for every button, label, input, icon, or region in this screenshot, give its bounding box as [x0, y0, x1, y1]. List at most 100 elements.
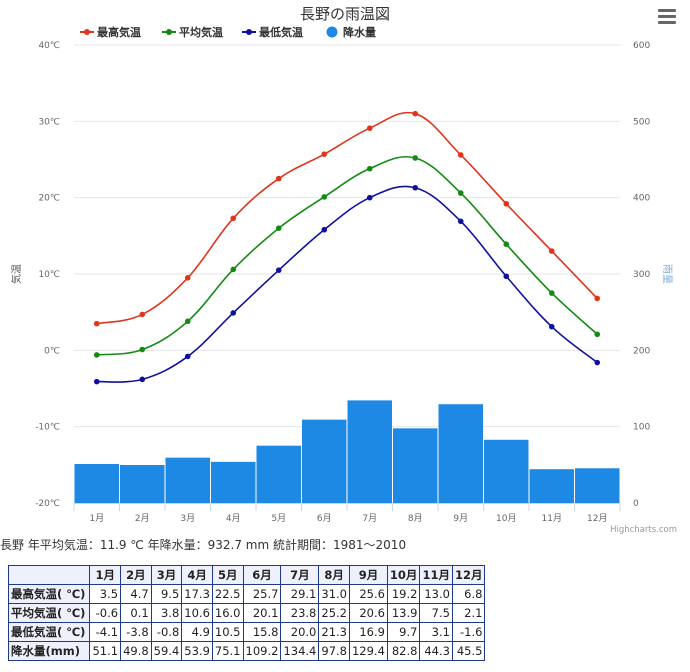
table-row-label: 降水量(mm) — [7, 641, 91, 661]
table-row: 最低気温( ℃) -4.1 -3.8 -0.8 4.9 10.5 15.8 20.0 21.3 1… — [7, 622, 486, 642]
data-point — [412, 184, 419, 191]
table-month-header: 9月 — [348, 565, 388, 585]
y-right-tick-label: 500 — [633, 117, 650, 127]
y-right-axis-title: 雨量 — [661, 264, 673, 284]
table-cell: 75.1 — [211, 641, 244, 661]
table-cell: 9.7 — [386, 622, 421, 642]
table-cell: 3.8 — [150, 603, 183, 623]
table-cell: 53.9 — [181, 641, 213, 661]
table-cell: 6.8 — [451, 584, 486, 604]
table-cell: 25.2 — [318, 603, 350, 623]
legend-item-label[interactable]: 最低気温 — [259, 25, 303, 39]
y-left-tick-label: -20℃ — [35, 499, 60, 509]
table-cell: 23.8 — [280, 603, 320, 623]
table-month-header: 1月 — [89, 565, 122, 585]
data-point — [139, 346, 146, 353]
table-month-header: 10月 — [386, 565, 421, 585]
precipitation-bar — [347, 400, 392, 503]
table-cell: 15.8 — [242, 622, 282, 642]
table-cell: 134.4 — [280, 641, 320, 661]
hamburger-menu-icon[interactable] — [656, 6, 678, 26]
data-point — [594, 331, 601, 338]
legend-symbol-marker — [84, 29, 90, 35]
data-point — [366, 125, 373, 132]
table-month-header: 4月 — [181, 565, 213, 585]
legend-item-label[interactable]: 降水量 — [343, 25, 376, 39]
table-cell: 20.0 — [280, 622, 320, 642]
table-cell: -3.8 — [120, 622, 152, 642]
data-point — [457, 190, 464, 196]
x-tick-label: 7月 — [362, 513, 377, 524]
y-right-tick-label: 300 — [633, 270, 650, 280]
table-cell: 7.5 — [419, 603, 453, 623]
chart-title: 長野の雨温図 — [300, 5, 390, 23]
climate-summary: 長野 年平均気温：11.9 ℃ 年降水量：932.7 mm 統計期間：1981～… — [0, 536, 410, 553]
data-point — [139, 376, 146, 383]
precipitation-bar — [165, 457, 210, 503]
table-cell: 13.0 — [419, 584, 453, 604]
precipitation-bar — [438, 404, 483, 503]
series-line-2 — [96, 185, 598, 383]
legend-symbol-marker — [326, 26, 338, 38]
table-cell: 21.3 — [318, 622, 350, 642]
y-left-tick-label: 0℃ — [44, 346, 60, 356]
data-point — [548, 323, 555, 330]
x-tick-label: 11月 — [542, 513, 562, 524]
x-tick-label: 2月 — [135, 513, 150, 524]
data-point — [184, 275, 191, 281]
summary-text: 長野 年平均気温：11.9 ℃ 年降水量：932.7 mm 統計期間：1981～… — [0, 538, 407, 552]
legend-item-label[interactable]: 最高気温 — [97, 25, 141, 39]
table-cell: 16.9 — [348, 622, 388, 642]
table-cell: -4.1 — [89, 622, 122, 642]
precipitation-bar — [211, 461, 256, 503]
precipitation-bar — [529, 469, 574, 503]
x-tick-label: 10月 — [496, 513, 516, 524]
y-right-tick-label: 0 — [633, 499, 639, 509]
table-cell: 20.1 — [242, 603, 282, 623]
data-point — [412, 110, 419, 117]
y-left-tick-label: -10℃ — [35, 423, 60, 433]
y-left-axis-title: 気温 — [10, 264, 23, 284]
table-month-header: 6月 — [242, 565, 282, 585]
table-cell: 22.5 — [211, 584, 244, 604]
x-tick-label: 3月 — [180, 513, 195, 524]
data-point — [275, 267, 282, 273]
table-cell: -0.8 — [150, 622, 183, 642]
precipitation-bar — [74, 463, 119, 503]
precipitation-bar — [256, 445, 301, 503]
table-row-label: 平均気温( ℃) — [7, 603, 91, 623]
table-cell: 2.1 — [451, 603, 486, 623]
data-point — [139, 311, 146, 318]
table-cell: 9.5 — [150, 584, 183, 604]
table-cell: 25.7 — [242, 584, 282, 604]
table-row: 最高気温( ℃) 3.5 4.7 9.5 17.3 22.5 25.7 29.1 31.0 25.… — [7, 584, 486, 604]
x-tick-label: 4月 — [226, 513, 241, 524]
precipitation-bar — [575, 468, 620, 503]
table-month-header: 3月 — [150, 565, 183, 585]
data-point — [412, 155, 419, 161]
table-month-header: 7月 — [280, 565, 320, 585]
data-point — [230, 310, 237, 316]
table-cell: 19.2 — [386, 584, 421, 604]
y-right-tick-label: 200 — [633, 346, 650, 356]
data-point — [230, 215, 237, 222]
y-right-tick-label: 600 — [633, 41, 650, 51]
data-point — [503, 200, 510, 207]
legend-item-label[interactable]: 平均気温 — [179, 25, 223, 39]
data-point — [503, 273, 510, 280]
table-cell: -0.6 — [89, 603, 122, 623]
climate-data-table: 1月 2月 3月 4月 5月 6月 7月 8月 9月 10月 11月 12月 最高気温( ℃) 3.5 4… — [7, 565, 486, 661]
credits-text: Highcharts.com — [610, 525, 677, 535]
data-point — [503, 241, 510, 248]
table-month-header: 2月 — [120, 565, 152, 585]
data-point — [93, 378, 100, 385]
data-point — [548, 248, 555, 254]
table-cell: 44.3 — [419, 641, 453, 661]
table-cell: 45.5 — [451, 641, 486, 661]
menu-bar — [658, 15, 676, 18]
x-tick-label: 6月 — [317, 513, 332, 524]
x-tick-label: 9月 — [453, 513, 468, 524]
precipitation-bar — [302, 419, 347, 503]
table-cell: 10.5 — [211, 622, 244, 642]
chart-container: -20℃ 0 -10℃ 100 0℃ 200 10℃ 300 20℃ 400 30℃ 500 40℃ 60… — [10, 5, 678, 535]
